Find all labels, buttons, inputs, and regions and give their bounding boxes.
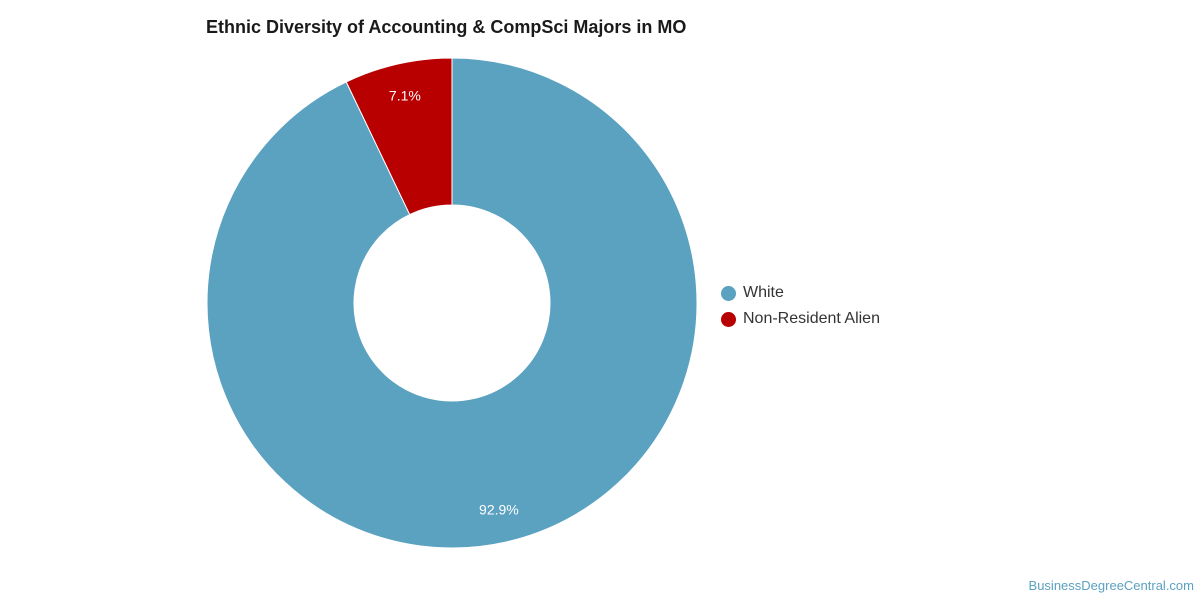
slice-label-non-resident-alien: 7.1% (389, 87, 421, 103)
legend: White Non-Resident Alien (721, 280, 880, 332)
legend-label-non-resident-alien: Non-Resident Alien (743, 310, 880, 327)
legend-swatch-white (721, 285, 736, 301)
legend-label-white: White (743, 284, 784, 301)
slice-white[interactable] (206, 57, 698, 549)
slice-label-white: 92.9% (479, 502, 519, 518)
slice-non-resident-alien[interactable] (345, 57, 453, 216)
legend-swatch-non-resident-alien (721, 311, 736, 327)
legend-item-non-resident-alien[interactable]: Non-Resident Alien (721, 306, 880, 332)
watermark[interactable]: BusinessDegreeCentral.com (1028, 578, 1194, 593)
legend-item-white[interactable]: White (721, 280, 880, 306)
chart-title: Ethnic Diversity of Accounting & CompSci… (206, 17, 687, 37)
